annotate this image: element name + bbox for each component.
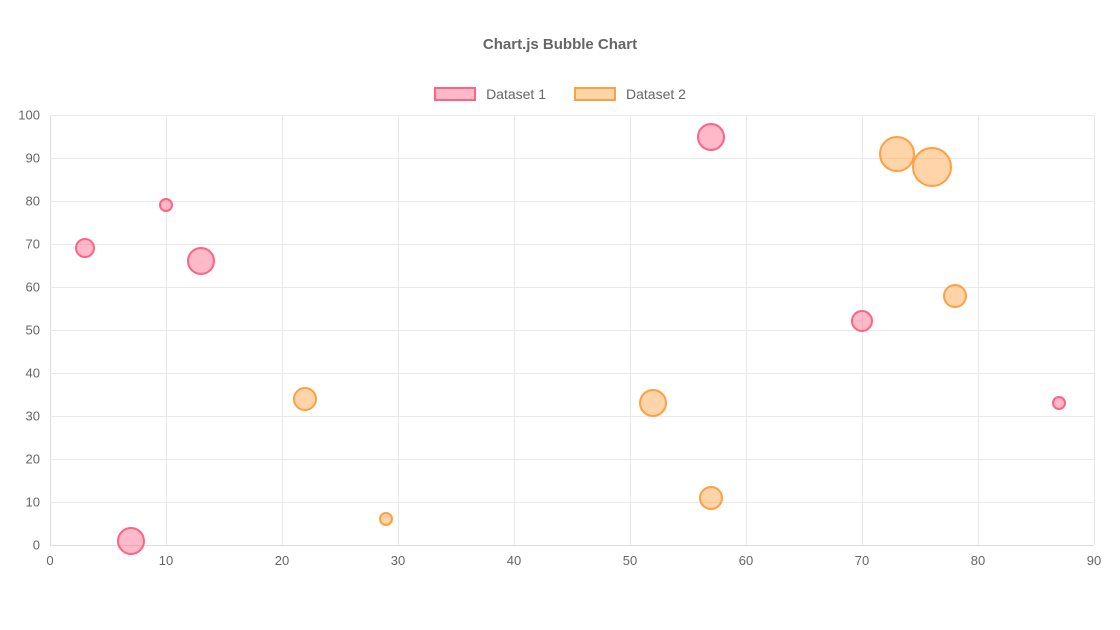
gridline-horizontal <box>50 244 1094 245</box>
x-tick-label: 60 <box>739 553 753 568</box>
x-tick-label: 70 <box>855 553 869 568</box>
legend-swatch-icon <box>574 87 616 101</box>
x-tick-label: 90 <box>1087 553 1101 568</box>
y-tick-label: 90 <box>26 151 40 166</box>
y-tick-label: 70 <box>26 237 40 252</box>
gridline-horizontal <box>50 115 1094 116</box>
chart-legend: Dataset 1 Dataset 2 <box>0 86 1120 102</box>
bubble-ds2-pt1[interactable] <box>293 387 317 411</box>
y-tick-label: 10 <box>26 495 40 510</box>
gridline-horizontal <box>50 373 1094 374</box>
bubble-ds2-pt2[interactable] <box>379 512 393 526</box>
bubble-ds2-pt7[interactable] <box>943 284 967 308</box>
bubble-ds2-pt5[interactable] <box>879 136 915 172</box>
y-tick-label: 60 <box>26 280 40 295</box>
legend-swatch-icon <box>434 87 476 101</box>
bubble-chart: Chart.js Bubble Chart Dataset 1 Dataset … <box>0 0 1120 630</box>
legend-item-dataset-2[interactable]: Dataset 2 <box>574 86 686 102</box>
legend-label: Dataset 2 <box>626 86 686 102</box>
gridline-horizontal <box>50 416 1094 417</box>
x-tick-label: 0 <box>46 553 53 568</box>
bubble-ds1-pt7[interactable] <box>1052 396 1066 410</box>
bubble-ds1-pt6[interactable] <box>851 310 873 332</box>
bubble-ds1-pt4[interactable] <box>117 527 145 555</box>
legend-item-dataset-1[interactable]: Dataset 1 <box>434 86 546 102</box>
y-tick-label: 40 <box>26 366 40 381</box>
y-tick-label: 30 <box>26 409 40 424</box>
x-tick-label: 50 <box>623 553 637 568</box>
gridline-horizontal <box>50 330 1094 331</box>
bubble-ds2-pt4[interactable] <box>699 486 723 510</box>
gridline-horizontal <box>50 459 1094 460</box>
plot-area: 0102030405060708090010203040506070809010… <box>50 115 1094 545</box>
bubble-ds2-pt3[interactable] <box>639 389 667 417</box>
chart-title: Chart.js Bubble Chart <box>0 36 1120 53</box>
y-tick-label: 80 <box>26 194 40 209</box>
y-tick-label: 50 <box>26 323 40 338</box>
bubble-ds1-pt3[interactable] <box>187 247 215 275</box>
x-tick-label: 10 <box>159 553 173 568</box>
gridline-vertical <box>1094 115 1095 545</box>
y-tick-label: 100 <box>18 108 40 123</box>
x-tick-label: 20 <box>275 553 289 568</box>
bubble-ds2-pt6[interactable] <box>912 147 952 187</box>
gridline-horizontal <box>50 287 1094 288</box>
gridline-horizontal <box>50 201 1094 202</box>
bubble-ds1-pt1[interactable] <box>75 238 95 258</box>
legend-label: Dataset 1 <box>486 86 546 102</box>
y-tick-label: 20 <box>26 452 40 467</box>
x-tick-label: 80 <box>971 553 985 568</box>
gridline-horizontal <box>50 502 1094 503</box>
bubble-ds1-pt2[interactable] <box>159 198 173 212</box>
bubble-ds1-pt5[interactable] <box>697 123 725 151</box>
y-tick-label: 0 <box>33 538 40 553</box>
x-tick-label: 30 <box>391 553 405 568</box>
gridline-horizontal <box>50 545 1094 546</box>
x-tick-label: 40 <box>507 553 521 568</box>
